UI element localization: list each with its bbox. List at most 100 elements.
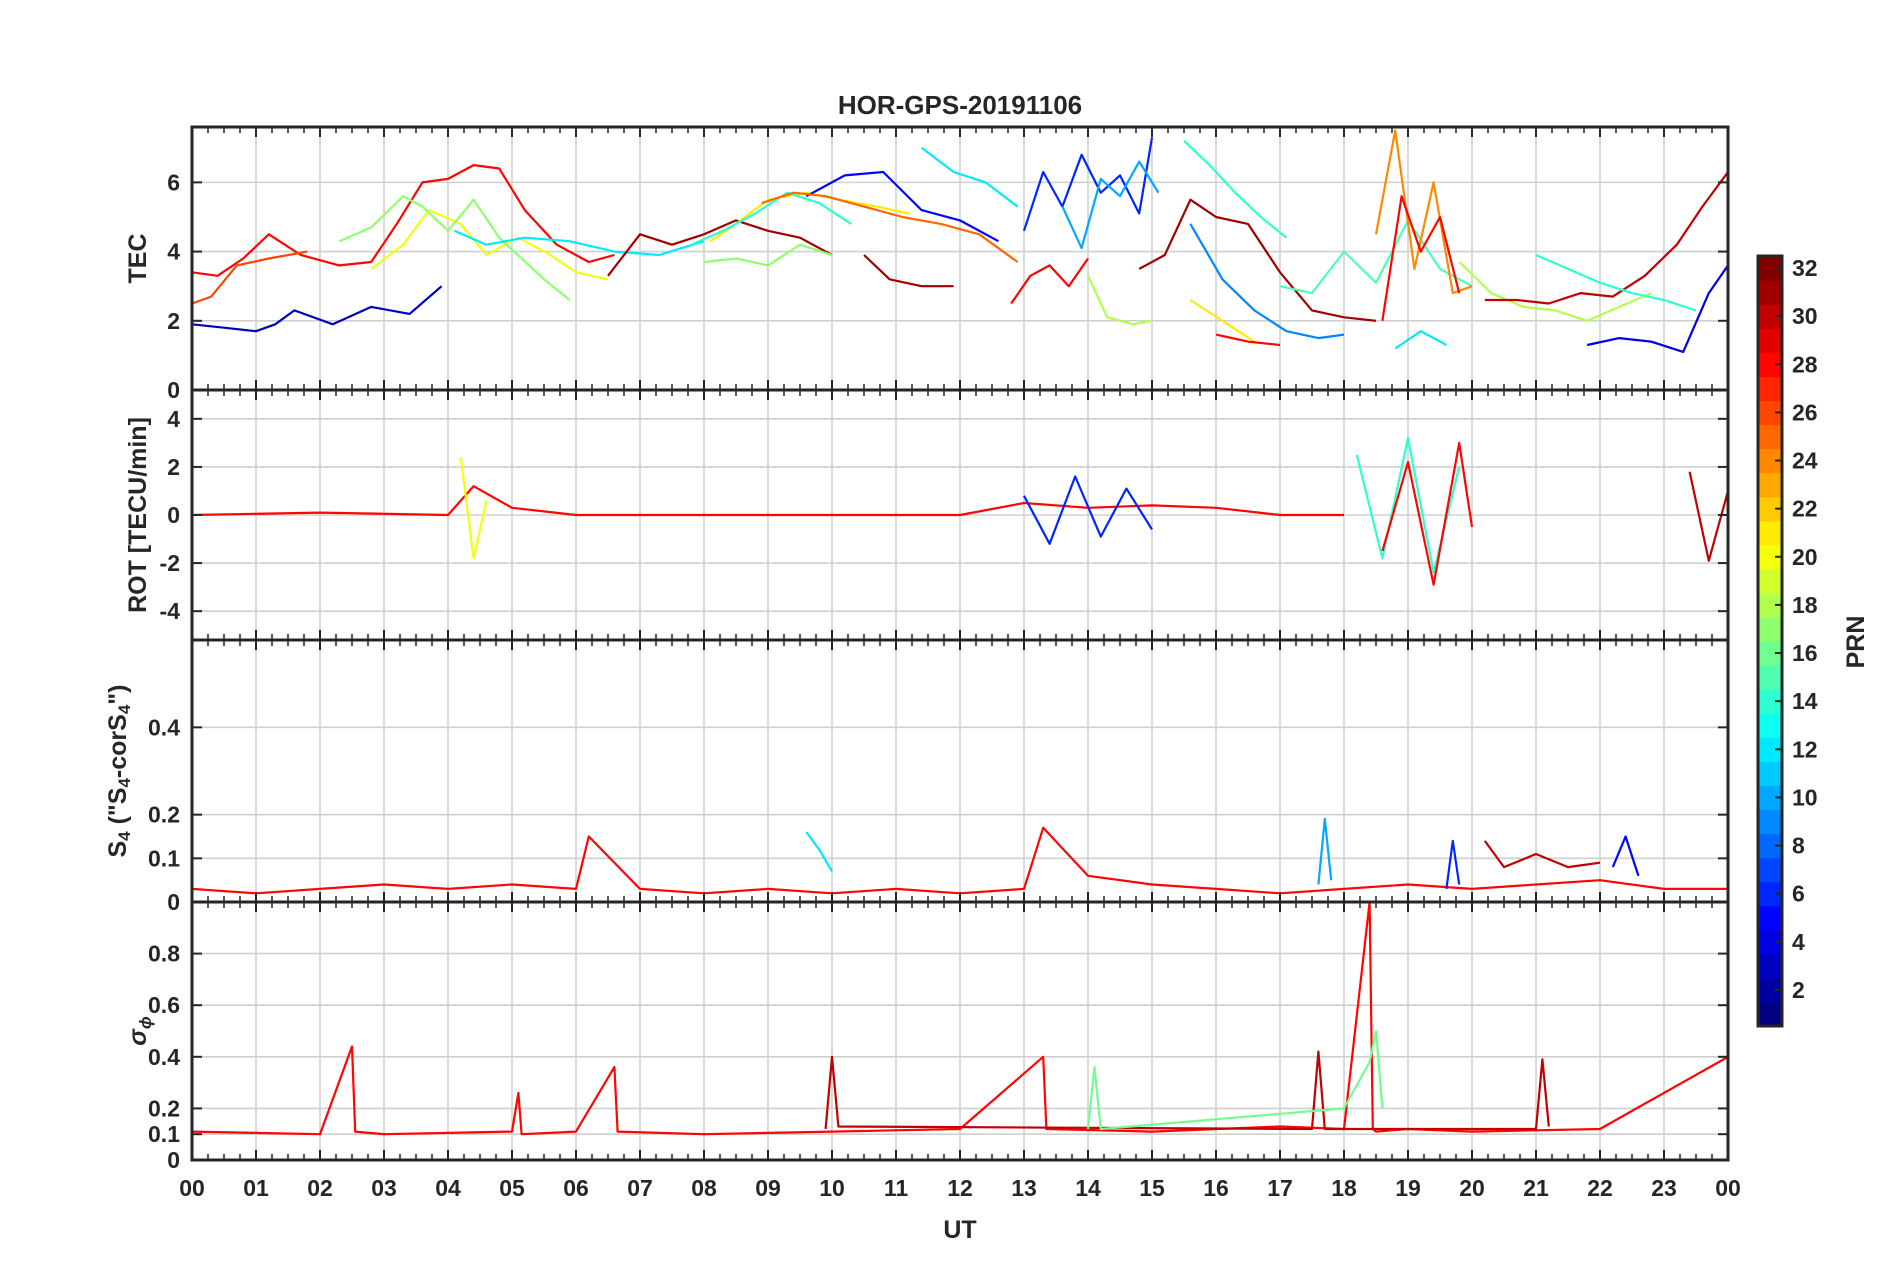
colorbar-tick-label: 26 <box>1792 399 1818 425</box>
y-tick-label: 0 <box>167 889 180 915</box>
series-line-prn-12 <box>920 146 1019 208</box>
series-line-prn-25 <box>761 191 1019 263</box>
series-line-prn-12 <box>805 831 833 872</box>
series-line-prn-18 <box>1087 275 1153 326</box>
y-tick-label: 0.1 <box>148 845 180 871</box>
y-axis-label: S4 ("S4-corS4") <box>104 685 134 858</box>
colorbar-cell <box>1758 568 1782 594</box>
y-tick-label: 0.6 <box>148 992 180 1018</box>
x-tick-label: 04 <box>435 1175 461 1201</box>
series-line-prn-28 <box>1215 333 1281 347</box>
colorbar-cell <box>1758 809 1782 835</box>
y-tick-label: 2 <box>167 308 180 334</box>
colorbar-tick-label: 2 <box>1792 977 1805 1003</box>
y-tick-label: 0.4 <box>148 714 180 740</box>
x-tick-label: 22 <box>1587 1175 1613 1201</box>
colorbar-tick-label: 8 <box>1792 833 1805 859</box>
colorbar-tick-label: 6 <box>1792 881 1805 907</box>
colorbar-cell <box>1758 761 1782 786</box>
series-line-prn-12 <box>1394 330 1447 350</box>
series-line-prn-17 <box>703 243 833 267</box>
series-line-prn-28 <box>192 902 1728 1136</box>
series-line-prn-3 <box>192 285 443 333</box>
y-tick-label: 0.8 <box>148 941 180 967</box>
series-line-prn-30 <box>824 1050 1550 1131</box>
series-line-prn-6 <box>1022 137 1154 232</box>
series-line-prn-12 <box>453 229 705 257</box>
series-line-prn-28 <box>1381 195 1461 321</box>
panel-tec: 0 2 4 6 TEC <box>124 125 1730 403</box>
colorbar-cell <box>1758 665 1782 690</box>
y-axis-label: ROT [TECU/min] <box>124 417 152 613</box>
series-line-prn-20 <box>459 457 488 560</box>
colorbar-tick-label: 28 <box>1792 351 1818 377</box>
series-line-prn-20 <box>370 209 609 281</box>
x-tick-label: 01 <box>243 1175 269 1201</box>
x-tick-label: 13 <box>1011 1175 1037 1201</box>
y-tick-label: 6 <box>167 169 180 195</box>
x-tick-label: 00 <box>1715 1175 1741 1201</box>
series-line-prn-17 <box>338 195 571 301</box>
y-tick-label: 4 <box>167 406 180 432</box>
colorbar-cell <box>1758 376 1782 401</box>
y-tick-label: -2 <box>160 550 180 576</box>
colorbar-cell <box>1758 424 1782 450</box>
colorbar-cell <box>1758 857 1782 883</box>
y-axis-label: σϕ <box>124 1016 155 1046</box>
series-line-prn-10 <box>1317 817 1333 885</box>
x-tick-label: 02 <box>307 1175 333 1201</box>
x-tick-label: 03 <box>371 1175 397 1201</box>
series-line-prn-28 <box>1010 257 1089 305</box>
series-line-prn-10 <box>1061 160 1160 250</box>
series-line-prn-30 <box>1688 471 1728 562</box>
y-tick-label: 0 <box>167 502 180 528</box>
series-line-prn-30 <box>1484 171 1728 305</box>
colorbar-frame <box>1756 254 1784 1028</box>
y-tick-label: 0.2 <box>148 1095 180 1121</box>
y-tick-label: -4 <box>160 598 181 624</box>
axes-frame <box>190 900 1730 1162</box>
traces <box>192 437 1728 586</box>
y-tick-label: 0 <box>167 377 180 403</box>
y-tick-label: 0 <box>167 1147 180 1173</box>
colorbar-tick-label: 4 <box>1792 929 1805 955</box>
series-line-prn-31 <box>863 254 954 288</box>
panel-sigma_phi: 00.10.2 0.4 0.6 0.8 σϕ <box>124 900 1730 1173</box>
colorbar-cell <box>1758 713 1782 738</box>
x-tick-label: 08 <box>691 1175 717 1201</box>
series-line-prn-14 <box>1183 140 1288 239</box>
series-line-prn-16 <box>1086 1029 1384 1131</box>
x-tick-label: 21 <box>1523 1175 1549 1201</box>
colorbar-tick-label: 24 <box>1792 448 1818 474</box>
x-tick-label: 10 <box>819 1175 845 1201</box>
x-axis: 00 01 02 03 04 05 06 07 08 09 10 11 12 13 14 15 16 17 18 19… <box>179 1175 1741 1201</box>
y-tick-label: 0.4 <box>148 1044 180 1070</box>
chart-title: HOR-GPS-20191106 <box>838 90 1082 120</box>
traces <box>192 902 1728 1136</box>
colorbar-tick-label: 16 <box>1792 640 1818 666</box>
series-line-prn-6 <box>1445 839 1461 890</box>
colorbar-tick-label: 32 <box>1792 255 1818 281</box>
colorbar-tick-label: 12 <box>1792 736 1818 762</box>
x-tick-label: 16 <box>1203 1175 1229 1201</box>
x-tick-label: 09 <box>755 1175 781 1201</box>
x-tick-label: 14 <box>1075 1175 1101 1201</box>
x-tick-label: 18 <box>1331 1175 1357 1201</box>
series-line-prn-5 <box>805 170 999 243</box>
series-line-prn-30 <box>1483 840 1601 869</box>
x-tick-label: 06 <box>563 1175 589 1201</box>
colorbar-tick-label: 22 <box>1792 496 1818 522</box>
colorbar-cell <box>1758 953 1782 979</box>
series-line-prn-15 <box>1279 219 1473 295</box>
colorbar-tick-label: 20 <box>1792 544 1818 570</box>
series-line-prn-14 <box>690 191 852 246</box>
series-line-prn-24 <box>1374 129 1473 295</box>
series-line-prn-4 <box>1586 264 1728 353</box>
panel-s4: 0 0.1 0.2 0.4 S4 ("S4-corS4") <box>104 638 1730 915</box>
colorbar-cell <box>1758 616 1782 642</box>
series-line-prn-28 <box>1381 441 1474 586</box>
series-line-prn-14 <box>1535 253 1697 312</box>
